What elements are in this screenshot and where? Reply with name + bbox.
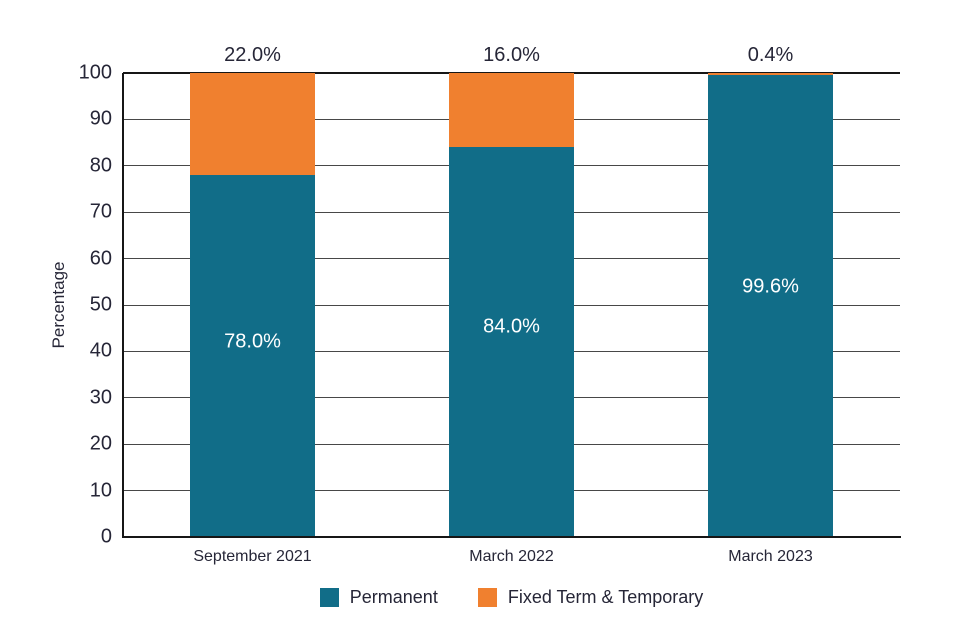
y-tick-label: 90 — [89, 107, 112, 130]
legend-swatch-icon — [319, 587, 339, 607]
legend-label: Permanent — [349, 586, 438, 607]
bar-value-label-inside: 84.0% — [483, 315, 540, 338]
y-tick-label: 60 — [89, 247, 112, 270]
bar-segment-fixed-term — [190, 73, 315, 176]
legend-label: Fixed Term & Temporary — [507, 586, 704, 607]
y-tick-label: 10 — [89, 479, 112, 502]
bar-segment-permanent — [708, 74, 833, 537]
y-axis-line — [122, 73, 124, 538]
bar-value-label-above: 16.0% — [483, 44, 540, 66]
legend-item-fixed-term: Fixed Term & Temporary — [477, 586, 704, 608]
y-tick-label: 30 — [89, 386, 112, 409]
bar-segment-permanent — [190, 175, 315, 537]
bar-value-label-above: 22.0% — [224, 44, 281, 66]
bar-value-label-inside: 78.0% — [224, 330, 281, 353]
legend: Permanent Fixed Term & Temporary — [123, 586, 900, 608]
bar-segment-permanent — [449, 147, 574, 537]
x-category-label: September 2021 — [193, 548, 312, 565]
y-tick-label: 70 — [89, 200, 112, 223]
bar-value-label-above: 0.4% — [747, 44, 794, 66]
y-tick-label: 20 — [89, 432, 112, 455]
x-category-label: March 2023 — [728, 548, 813, 565]
bar-segment-fixed-term — [708, 73, 833, 75]
y-tick-label: 80 — [89, 154, 112, 177]
y-tick-label: 100 — [78, 61, 112, 84]
y-tick-label: 40 — [89, 339, 112, 362]
y-tick-label: 50 — [89, 293, 112, 316]
plot-area — [123, 72, 900, 537]
bar-value-label-inside: 99.6% — [742, 275, 799, 298]
legend-swatch-icon — [477, 587, 497, 607]
legend-item-permanent: Permanent — [319, 586, 438, 608]
bar-segment-fixed-term — [449, 73, 574, 148]
x-axis-line — [122, 536, 901, 538]
y-tick-label: 0 — [100, 525, 112, 548]
x-category-label: March 2022 — [469, 548, 554, 565]
